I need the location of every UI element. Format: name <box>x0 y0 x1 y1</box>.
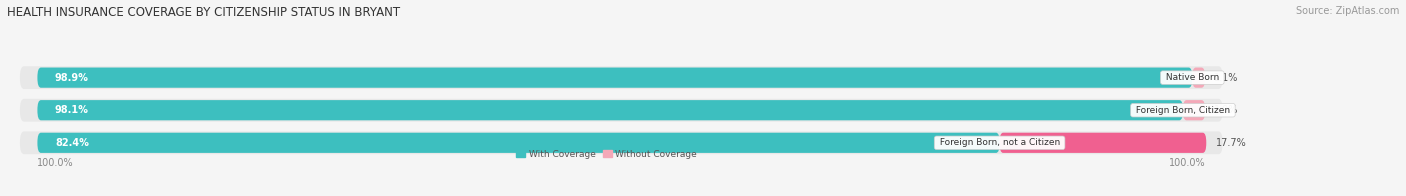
FancyBboxPatch shape <box>1182 100 1205 120</box>
FancyBboxPatch shape <box>38 68 1192 88</box>
FancyBboxPatch shape <box>20 131 1223 154</box>
Text: 82.4%: 82.4% <box>55 138 89 148</box>
Text: 100.0%: 100.0% <box>38 158 75 168</box>
Text: Source: ZipAtlas.com: Source: ZipAtlas.com <box>1295 6 1399 16</box>
Text: 17.7%: 17.7% <box>1216 138 1246 148</box>
Text: 98.1%: 98.1% <box>55 105 89 115</box>
FancyBboxPatch shape <box>38 133 1000 153</box>
FancyBboxPatch shape <box>20 99 1223 122</box>
Text: HEALTH INSURANCE COVERAGE BY CITIZENSHIP STATUS IN BRYANT: HEALTH INSURANCE COVERAGE BY CITIZENSHIP… <box>7 6 401 19</box>
Text: 1.1%: 1.1% <box>1215 73 1239 83</box>
FancyBboxPatch shape <box>38 100 1182 120</box>
Text: Foreign Born, Citizen: Foreign Born, Citizen <box>1133 106 1233 115</box>
Legend: With Coverage, Without Coverage: With Coverage, Without Coverage <box>516 150 697 159</box>
FancyBboxPatch shape <box>1192 68 1205 88</box>
FancyBboxPatch shape <box>1000 133 1206 153</box>
Text: 100.0%: 100.0% <box>1168 158 1205 168</box>
Text: Native Born: Native Born <box>1163 73 1222 82</box>
Text: 98.9%: 98.9% <box>55 73 89 83</box>
Text: 1.9%: 1.9% <box>1215 105 1239 115</box>
Text: Foreign Born, not a Citizen: Foreign Born, not a Citizen <box>936 138 1063 147</box>
FancyBboxPatch shape <box>20 66 1223 89</box>
